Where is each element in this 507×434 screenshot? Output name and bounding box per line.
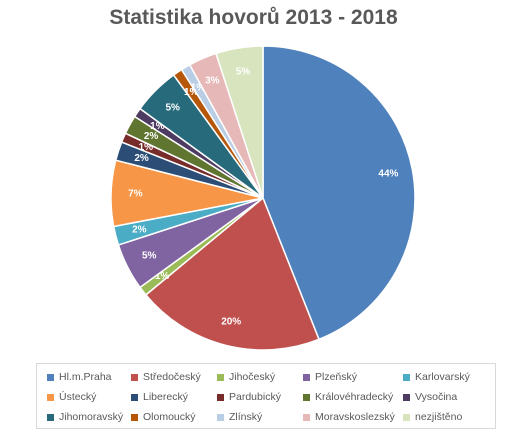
legend-swatch bbox=[131, 373, 138, 381]
legend-item: Liberecký bbox=[131, 387, 217, 407]
legend-swatch bbox=[403, 373, 410, 381]
legend-swatch bbox=[303, 393, 310, 401]
legend-label: Vysočina bbox=[415, 391, 458, 403]
slice-label-13: 3% bbox=[205, 75, 220, 86]
pie-slice-14 bbox=[215, 45, 264, 199]
legend-label: Ústecký bbox=[59, 391, 97, 403]
legend-label: Pardubický bbox=[229, 391, 281, 403]
legend-item: Pardubický bbox=[217, 387, 303, 407]
pie-slice-0 bbox=[262, 45, 416, 341]
legend-label: Olomoucký bbox=[143, 411, 196, 423]
legend-swatch bbox=[47, 373, 54, 381]
slice-label-11: 1% bbox=[184, 87, 199, 98]
slice-label-1: 20% bbox=[221, 316, 241, 327]
slice-label-5: 7% bbox=[128, 189, 143, 200]
legend: Hl.m.Praha Středočeský Jihočeský Plzeňský Ka… bbox=[36, 363, 496, 429]
legend-label: Hl.m.Praha bbox=[59, 371, 112, 383]
chart-title: Statistika hovorů 2013 - 2018 bbox=[109, 6, 398, 29]
slice-label-6: 2% bbox=[134, 153, 149, 164]
legend-swatch bbox=[47, 413, 54, 421]
legend-item: Vysočina bbox=[403, 387, 493, 407]
legend-swatch bbox=[217, 393, 224, 401]
legend-swatch bbox=[303, 413, 310, 421]
legend-swatch bbox=[303, 373, 310, 381]
legend-item: Jihočeský bbox=[217, 367, 303, 387]
legend-label: Středočeský bbox=[143, 371, 201, 383]
legend-swatch bbox=[403, 413, 410, 421]
slice-label-4: 2% bbox=[132, 224, 147, 235]
legend-swatch bbox=[403, 393, 410, 401]
slice-label-10: 5% bbox=[165, 102, 180, 113]
legend-item: Zlínský bbox=[217, 407, 303, 427]
legend-item: Olomoucký bbox=[131, 407, 217, 427]
legend-label: Karlovarský bbox=[415, 371, 470, 383]
pie-chart: 44%20%1%5%2%7%2%1%2%1%5%1%1%3%5% bbox=[110, 45, 416, 351]
legend-item: nezjištěno bbox=[403, 407, 493, 427]
legend-item: Jihomoravský bbox=[47, 407, 131, 427]
legend-label: Liberecký bbox=[143, 391, 188, 403]
slice-label-14: 5% bbox=[236, 67, 251, 78]
slice-label-9: 1% bbox=[150, 121, 165, 132]
slice-label-2: 1% bbox=[155, 271, 170, 282]
legend-item: Středočeský bbox=[131, 367, 217, 387]
legend-item: Královéhradecký bbox=[303, 387, 403, 407]
legend-label: Moravskoslezský bbox=[315, 411, 395, 423]
legend-swatch bbox=[47, 393, 54, 401]
slice-label-7: 1% bbox=[139, 142, 154, 153]
legend-label: nezjištěno bbox=[415, 411, 463, 423]
legend-item: Ústecký bbox=[47, 387, 131, 407]
legend-item: Karlovarský bbox=[403, 367, 493, 387]
legend-label: Královéhradecký bbox=[315, 391, 394, 403]
legend-swatch bbox=[131, 413, 138, 421]
legend-item: Hl.m.Praha bbox=[47, 367, 131, 387]
legend-swatch bbox=[131, 393, 138, 401]
legend-item: Plzeňský bbox=[303, 367, 403, 387]
pie-slice-1 bbox=[144, 196, 320, 351]
legend-swatch bbox=[217, 413, 224, 421]
legend-label: Zlínský bbox=[229, 411, 263, 423]
legend-label: Jihočeský bbox=[229, 371, 276, 383]
legend-label: Jihomoravský bbox=[59, 411, 124, 423]
slice-label-8: 2% bbox=[144, 131, 159, 142]
legend-label: Plzeňský bbox=[315, 371, 358, 383]
legend-item: Moravskoslezský bbox=[303, 407, 403, 427]
slice-label-12: 1% bbox=[191, 83, 206, 94]
legend-swatch bbox=[217, 373, 224, 381]
slice-label-3: 5% bbox=[142, 251, 157, 262]
slice-label-0: 44% bbox=[378, 169, 398, 180]
